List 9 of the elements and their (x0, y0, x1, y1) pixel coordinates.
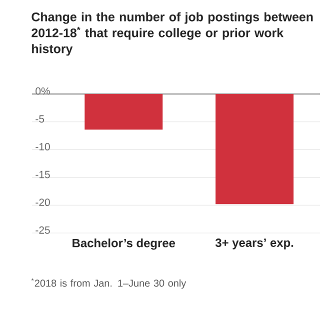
y-tick-label: -20 (36, 198, 50, 206)
x-tick-label: Bachelor’s degree (72, 238, 176, 250)
y-tick-label: -10 (36, 143, 50, 150)
y-tick-label: -25 (36, 226, 50, 234)
chart-title: Change in the number of job postings between 2012-18$^{*}$ that require college or prior work history (32, 12, 313, 56)
y-tick-label: -15 (36, 170, 50, 178)
x-tick-label: 3+ years’ exp. (215, 238, 294, 250)
y-tick-label: -5 (36, 115, 44, 123)
text: $^{*}$2018 is from Jan. 1–June 30 only (31, 278, 186, 289)
